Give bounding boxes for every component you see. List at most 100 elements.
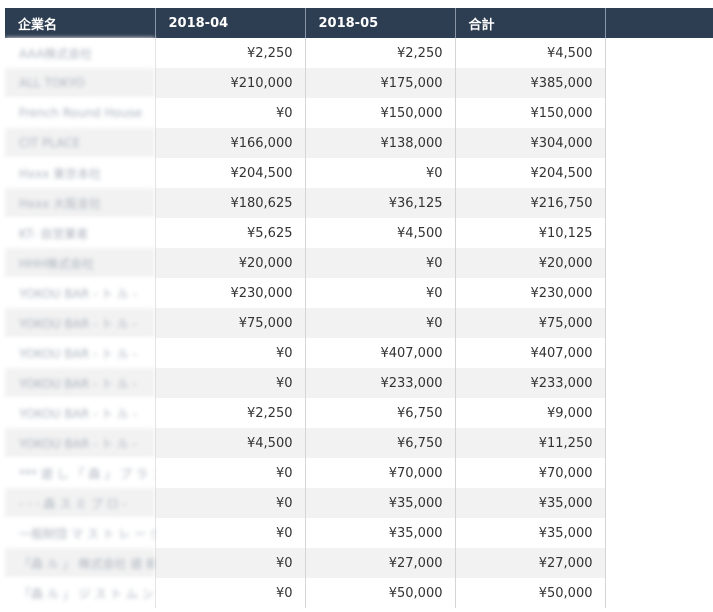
amount-2018-04-cell: ¥2,250 — [155, 38, 306, 68]
company-name-cell: Hxxx 東京本社 — [5, 158, 156, 188]
company-name-cell: ALL TOKYO — [5, 68, 156, 98]
total-cell: ¥10,125 — [455, 218, 606, 248]
company-name-cell: 「森 ル 」 ジ ス ト ム ン — [5, 578, 156, 608]
column-header-2018-04[interactable]: 2018-04 — [155, 8, 306, 38]
sales-report-table: 企業名 2018-04 2018-05 合計 AAA株式会社 ¥2,250 ¥2,2… — [5, 8, 713, 608]
total-cell: ¥27,000 — [455, 548, 606, 578]
amount-2018-05-cell: ¥35,000 — [305, 488, 456, 518]
amount-2018-04-cell: ¥20,000 — [155, 248, 306, 278]
amount-2018-05-cell: ¥6,750 — [305, 398, 456, 428]
company-name-cell: 一般財団 マ ス ト レ ー ダ - — [5, 518, 156, 548]
total-cell: ¥233,000 — [455, 368, 606, 398]
total-cell: ¥150,000 — [455, 98, 606, 128]
amount-2018-05-cell: ¥0 — [305, 248, 456, 278]
filler-cell — [605, 278, 713, 308]
amount-2018-04-cell: ¥0 — [155, 548, 306, 578]
filler-cell — [605, 128, 713, 158]
column-header-total[interactable]: 合計 — [455, 8, 606, 38]
amount-2018-05-cell: ¥70,000 — [305, 458, 456, 488]
column-header-2018-05[interactable]: 2018-05 — [305, 8, 456, 38]
filler-cell — [605, 398, 713, 428]
company-name-cell: Hxxx 大阪支社 — [5, 188, 156, 218]
amount-2018-04-cell: ¥0 — [155, 458, 306, 488]
amount-2018-04-cell: ¥0 — [155, 518, 306, 548]
total-cell: ¥50,000 — [455, 578, 606, 608]
table-row: YOKOU BAR - ト ル - ¥0 ¥407,000 ¥407,000 — [5, 338, 713, 368]
report-table-container: 企業名 2018-04 2018-05 合計 AAA株式会社 ¥2,250 ¥2,2… — [5, 8, 713, 608]
total-cell: ¥35,000 — [455, 488, 606, 518]
total-cell: ¥304,000 — [455, 128, 606, 158]
table-row: YOKOU BAR - ト ル - ¥230,000 ¥0 ¥230,000 — [5, 278, 713, 308]
total-cell: ¥35,000 — [455, 518, 606, 548]
total-cell: ¥20,000 — [455, 248, 606, 278]
amount-2018-04-cell: ¥166,000 — [155, 128, 306, 158]
company-name-cell: 「森 ル 」 株式会社 遊 郎 — [5, 548, 156, 578]
amount-2018-04-cell: ¥230,000 — [155, 278, 306, 308]
amount-2018-04-cell: ¥180,625 — [155, 188, 306, 218]
filler-cell — [605, 338, 713, 368]
amount-2018-05-cell: ¥27,000 — [305, 548, 456, 578]
company-name-cell: HHH株式会社 — [5, 248, 156, 278]
company-name-cell: YOKOU BAR - ト ル - — [5, 368, 156, 398]
amount-2018-05-cell: ¥2,250 — [305, 38, 456, 68]
company-name-cell: *** 遊 し 「 森 」 プ ラ ン - — [5, 458, 156, 488]
company-name-cell: AAA株式会社 — [5, 38, 156, 68]
total-cell: ¥407,000 — [455, 338, 606, 368]
amount-2018-04-cell: ¥75,000 — [155, 308, 306, 338]
table-row: 「森 ル 」 ジ ス ト ム ン ¥0 ¥50,000 ¥50,000 — [5, 578, 713, 608]
filler-cell — [605, 218, 713, 248]
company-name-cell: KT- 自営業者 — [5, 218, 156, 248]
amount-2018-04-cell: ¥0 — [155, 98, 306, 128]
amount-2018-05-cell: ¥36,125 — [305, 188, 456, 218]
table-row: YOKOU BAR - ト ル - ¥0 ¥233,000 ¥233,000 — [5, 368, 713, 398]
amount-2018-04-cell: ¥4,500 — [155, 428, 306, 458]
amount-2018-04-cell: ¥204,500 — [155, 158, 306, 188]
table-row: French Round House ¥0 ¥150,000 ¥150,000 — [5, 98, 713, 128]
table-row: YOKOU BAR - ト ル - ¥2,250 ¥6,750 ¥9,000 — [5, 398, 713, 428]
filler-cell — [605, 38, 713, 68]
amount-2018-05-cell: ¥4,500 — [305, 218, 456, 248]
table-row: Hxxx 大阪支社 ¥180,625 ¥36,125 ¥216,750 — [5, 188, 713, 218]
total-cell: ¥204,500 — [455, 158, 606, 188]
total-cell: ¥70,000 — [455, 458, 606, 488]
filler-cell — [605, 458, 713, 488]
table-row: KT- 自営業者 ¥5,625 ¥4,500 ¥10,125 — [5, 218, 713, 248]
amount-2018-05-cell: ¥407,000 — [305, 338, 456, 368]
amount-2018-05-cell: ¥233,000 — [305, 368, 456, 398]
amount-2018-05-cell: ¥175,000 — [305, 68, 456, 98]
table-row: YOKOU BAR - ト ル - ¥4,500 ¥6,750 ¥11,250 — [5, 428, 713, 458]
table-header: 企業名 2018-04 2018-05 合計 — [5, 8, 713, 38]
total-cell: ¥216,750 — [455, 188, 606, 218]
total-cell: ¥75,000 — [455, 308, 606, 338]
filler-cell — [605, 368, 713, 398]
table-row: 「森 ル 」 株式会社 遊 郎 ¥0 ¥27,000 ¥27,000 — [5, 548, 713, 578]
amount-2018-04-cell: ¥2,250 — [155, 398, 306, 428]
amount-2018-05-cell: ¥50,000 — [305, 578, 456, 608]
filler-cell — [605, 158, 713, 188]
column-header-company[interactable]: 企業名 — [5, 8, 156, 38]
filler-cell — [605, 68, 713, 98]
company-name-cell: CIT PLACE — [5, 128, 156, 158]
filler-cell — [605, 248, 713, 278]
filler-cell — [605, 488, 713, 518]
amount-2018-04-cell: ¥0 — [155, 578, 306, 608]
total-cell: ¥11,250 — [455, 428, 606, 458]
company-name-cell: YOKOU BAR - ト ル - — [5, 428, 156, 458]
company-name-cell: YOKOU BAR - ト ル - — [5, 338, 156, 368]
filler-cell — [605, 428, 713, 458]
total-cell: ¥230,000 — [455, 278, 606, 308]
table-body: AAA株式会社 ¥2,250 ¥2,250 ¥4,500 ALL TOKYO ¥210,… — [5, 38, 713, 608]
amount-2018-04-cell: ¥210,000 — [155, 68, 306, 98]
table-row: YOKOU BAR - ト ル - ¥75,000 ¥0 ¥75,000 — [5, 308, 713, 338]
table-row: - - - 森 ス ミ プ ロ - ¥0 ¥35,000 ¥35,000 — [5, 488, 713, 518]
column-header-filler — [605, 8, 713, 38]
total-cell: ¥4,500 — [455, 38, 606, 68]
table-row: Hxxx 東京本社 ¥204,500 ¥0 ¥204,500 — [5, 158, 713, 188]
amount-2018-04-cell: ¥5,625 — [155, 218, 306, 248]
filler-cell — [605, 548, 713, 578]
company-name-cell: French Round House — [5, 98, 156, 128]
table-row: *** 遊 し 「 森 」 プ ラ ン -¥0¥70,000¥70,000 — [5, 458, 713, 488]
company-name-cell: YOKOU BAR - ト ル - — [5, 398, 156, 428]
amount-2018-04-cell: ¥0 — [155, 368, 306, 398]
table-row: 一般財団 マ ス ト レ ー ダ - ¥0 ¥35,000 ¥35,000 — [5, 518, 713, 548]
